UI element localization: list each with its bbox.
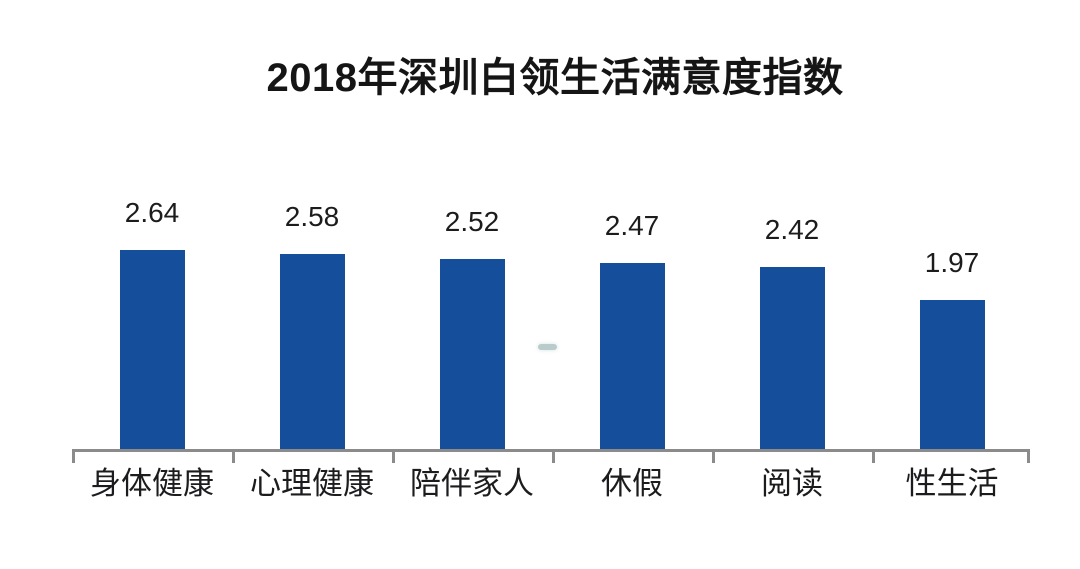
bar-value-label: 2.52 — [444, 206, 500, 237]
bar — [599, 263, 665, 449]
x-axis-line — [72, 449, 1030, 452]
bar — [759, 267, 825, 449]
x-axis-tick — [232, 449, 235, 463]
x-axis-tick — [872, 449, 875, 463]
x-axis-tick — [552, 449, 555, 463]
category-label: 休假 — [601, 466, 663, 501]
chart-title: 2018年深圳白领生活满意度指数 — [266, 56, 844, 100]
category-label: 阅读 — [761, 466, 823, 501]
category-label: 性生活 — [905, 466, 999, 501]
x-axis-tick — [392, 449, 395, 463]
watermark-smudge-artifact — [538, 344, 557, 350]
bar-value-label: 2.64 — [124, 197, 180, 228]
x-axis-tick — [712, 449, 715, 463]
bar-value-label: 2.47 — [604, 210, 660, 241]
bar — [439, 259, 505, 449]
category-label: 心理健康 — [250, 466, 374, 501]
x-axis-tick — [72, 449, 75, 463]
bar-value-label: 1.97 — [924, 247, 980, 278]
bar-value-label: 2.42 — [764, 214, 820, 245]
category-label: 陪伴家人 — [410, 466, 534, 501]
bar — [119, 250, 185, 449]
bar — [279, 254, 345, 449]
x-axis-tick — [1027, 449, 1030, 463]
bar-value-label: 2.58 — [284, 201, 340, 232]
bar — [919, 300, 985, 449]
category-label: 身体健康 — [90, 466, 214, 501]
